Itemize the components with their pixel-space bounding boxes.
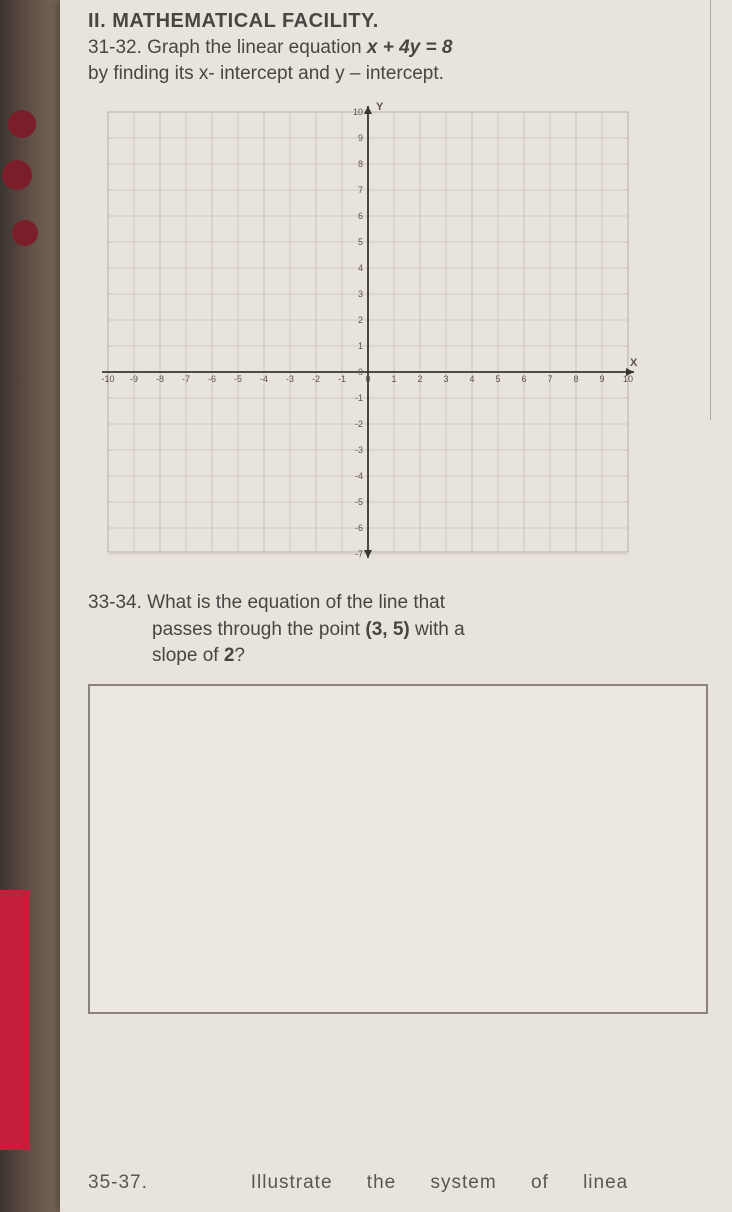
q33-point: (3, 5) <box>365 619 409 640</box>
svg-text:-4: -4 <box>260 374 268 384</box>
svg-text:3: 3 <box>443 374 448 384</box>
svg-text:-2: -2 <box>312 374 320 384</box>
svg-text:0: 0 <box>365 374 370 384</box>
svg-text:-1: -1 <box>355 393 363 403</box>
svg-text:8: 8 <box>573 374 578 384</box>
svg-text:-5: -5 <box>355 497 363 507</box>
answer-box-33-34 <box>88 684 708 1014</box>
svg-text:8: 8 <box>358 159 363 169</box>
coordinate-grid: YX-10-9-8-7-6-5-4-3-2-101234567891010987… <box>88 92 648 572</box>
worksheet-page: II. MATHEMATICAL FACILITY. 31-32. Graph … <box>60 0 732 1212</box>
q33-numbers: 33-34. <box>88 592 142 613</box>
svg-text:4: 4 <box>469 374 474 384</box>
svg-text:4: 4 <box>358 263 363 273</box>
q33-line2: passes through the point (3, 5) with a <box>88 617 712 644</box>
svg-text:-5: -5 <box>234 374 242 384</box>
q31-line2: by finding its x- intercept and y – inte… <box>88 63 444 84</box>
svg-text:6: 6 <box>358 211 363 221</box>
q33-34-text: 33-34. What is the equation of the line … <box>88 590 712 670</box>
svg-text:-3: -3 <box>355 445 363 455</box>
svg-text:X: X <box>630 357 638 369</box>
section-heading: II. MATHEMATICAL FACILITY. <box>88 10 712 33</box>
svg-text:-7: -7 <box>355 549 363 559</box>
svg-text:1: 1 <box>391 374 396 384</box>
grid-svg: YX-10-9-8-7-6-5-4-3-2-101234567891010987… <box>88 92 648 572</box>
q31-32-text: 31-32. Graph the linear equation x + 4y … <box>88 35 712 86</box>
svg-text:5: 5 <box>358 237 363 247</box>
svg-text:Y: Y <box>376 101 384 113</box>
q31-equation: x + 4y = 8 <box>367 37 453 58</box>
svg-text:-1: -1 <box>338 374 346 384</box>
svg-text:7: 7 <box>547 374 552 384</box>
q33-slope: 2 <box>224 645 235 666</box>
q35-numbers: 35-37. <box>88 1172 148 1193</box>
svg-text:9: 9 <box>599 374 604 384</box>
q33-line3: slope of 2? <box>88 643 712 670</box>
svg-text:2: 2 <box>358 315 363 325</box>
svg-text:-2: -2 <box>355 419 363 429</box>
svg-text:7: 7 <box>358 185 363 195</box>
svg-text:0: 0 <box>358 367 363 377</box>
svg-text:3: 3 <box>358 289 363 299</box>
svg-text:10: 10 <box>623 374 633 384</box>
svg-text:-9: -9 <box>130 374 138 384</box>
q33-line1: What is the equation of the line that <box>147 592 445 613</box>
svg-text:10: 10 <box>353 107 363 117</box>
svg-text:-4: -4 <box>355 471 363 481</box>
q35-37-text: 35-37. Illustrate the system of linea <box>88 1172 628 1194</box>
svg-text:-6: -6 <box>355 523 363 533</box>
svg-text:2: 2 <box>417 374 422 384</box>
red-tab-left <box>0 890 30 1150</box>
q31-pre: Graph the linear equation <box>147 37 367 58</box>
q35-text: Illustrate the system of linea <box>251 1172 629 1193</box>
fabric-spots <box>0 100 50 350</box>
svg-text:-3: -3 <box>286 374 294 384</box>
svg-text:-8: -8 <box>156 374 164 384</box>
svg-text:5: 5 <box>495 374 500 384</box>
svg-text:6: 6 <box>521 374 526 384</box>
page-right-margin-line <box>710 0 732 420</box>
svg-text:-10: -10 <box>101 374 114 384</box>
svg-text:-7: -7 <box>182 374 190 384</box>
svg-text:-6: -6 <box>208 374 216 384</box>
q31-numbers: 31-32. <box>88 37 142 58</box>
svg-text:9: 9 <box>358 133 363 143</box>
svg-text:1: 1 <box>358 341 363 351</box>
